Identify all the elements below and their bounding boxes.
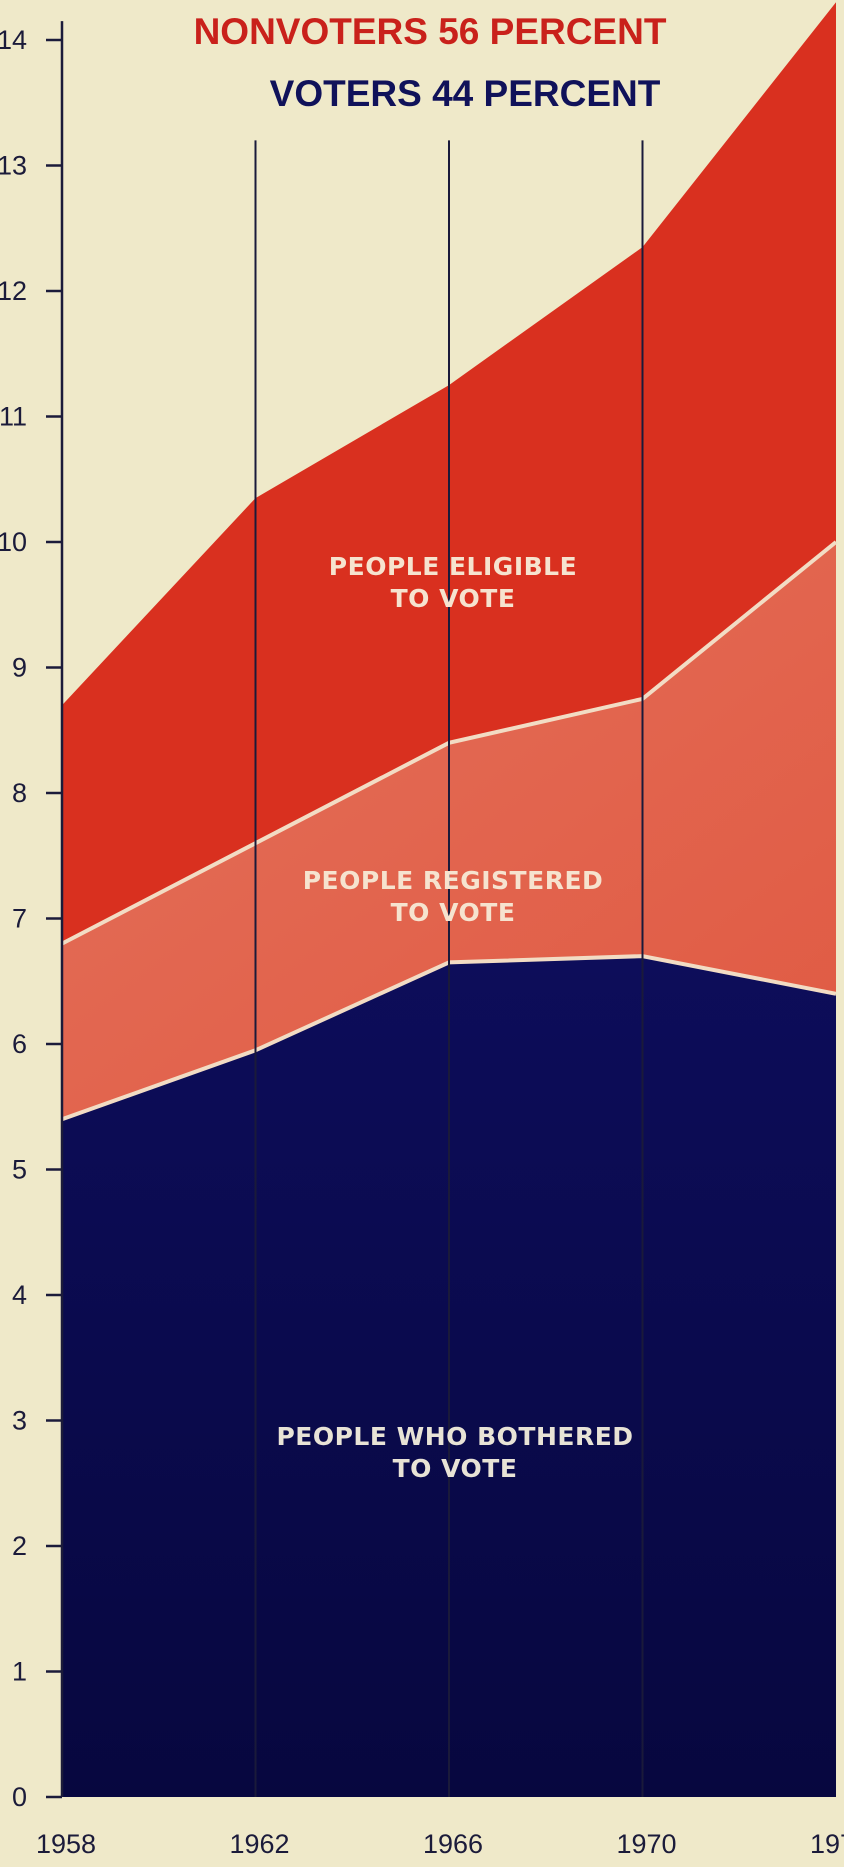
x-axis-layer: 1958 1962 1966 1970 1974 [36,1829,844,1859]
y-tick-label-2: 2 [12,1531,27,1561]
x-tick-label-1970: 1970 [616,1829,676,1859]
area-label-3-line-2: TO VOTE [393,1454,518,1483]
y-tick-label-11: 11 [0,402,27,432]
y-tick-label-13: 13 [0,151,27,181]
y-tick-label-3: 3 [12,1406,27,1436]
vertical-rules-layer [254,140,644,1797]
y-tick-label-1: 1 [12,1657,27,1687]
x-tick-label-1958: 1958 [36,1829,96,1859]
y-tick-label-6: 6 [12,1029,27,1059]
x-tick-label-1962: 1962 [229,1829,289,1859]
x-tick-label-1974: 1974 [810,1829,844,1859]
area-label-1-line-1: PEOPLE ELIGIBLE [329,552,577,581]
y-tick-label-0: 0 [12,1782,27,1812]
area-label-3-line-1: PEOPLE WHO BOTHERED [276,1422,633,1451]
headline-nonvoters: NONVOTERS 56 PERCENT [194,11,667,52]
headline-voters: VOTERS 44 PERCENT [270,73,661,114]
y-tick-label-9: 9 [12,653,27,683]
y-tick-label-14: 14 [0,25,27,55]
area-label-2-line-2: TO VOTE [391,898,516,927]
y-tick-label-5: 5 [12,1155,27,1185]
area-label-1-line-2: TO VOTE [391,584,516,613]
y-tick-label-10: 10 [0,527,27,557]
y-tick-label-7: 7 [12,904,27,934]
y-tick-label-4: 4 [12,1280,27,1310]
area-label-2-line-1: PEOPLE REGISTERED [303,866,604,895]
area-labels-layer: PEOPLE ELIGIBLE TO VOTE PEOPLE REGISTERED T… [276,552,633,1483]
y-tick-label-8: 8 [12,778,27,808]
y-tick-label-12: 12 [0,276,27,306]
x-tick-label-1966: 1966 [423,1829,483,1859]
